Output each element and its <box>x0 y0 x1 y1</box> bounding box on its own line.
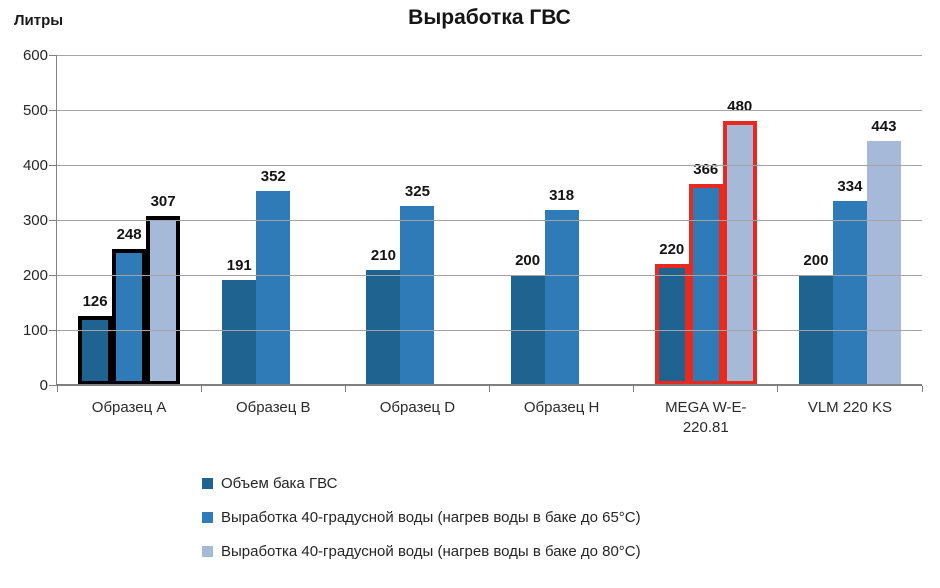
category-label: Образец D <box>379 399 456 416</box>
bar-slot: 318 <box>544 55 579 385</box>
legend-label: Объем бака ГВС <box>221 474 338 492</box>
bar-value-label: 191 <box>226 257 252 274</box>
bar-value-label: 352 <box>260 168 286 185</box>
gridline <box>57 164 922 166</box>
bar-value-label: 200 <box>515 252 541 269</box>
bar <box>366 270 401 385</box>
bar <box>688 184 723 385</box>
bar <box>722 121 757 385</box>
y-axis-tick-label: 600 <box>22 47 48 64</box>
y-axis-tick-label: 500 <box>22 102 48 119</box>
bar-slot: 352 <box>256 55 291 385</box>
x-axis-line <box>56 384 922 386</box>
y-axis-tick-labels: 0 100 200 300 400 500 600 <box>0 47 48 394</box>
x-axis-tick <box>633 386 635 392</box>
y-axis-tick <box>49 384 57 386</box>
legend-item: Выработка 40-градусной воды (нагрев воды… <box>202 508 641 526</box>
category-label: Образец A <box>91 399 167 416</box>
bar-value-label: 325 <box>404 183 430 200</box>
x-axis-category-labels: Образец A Образец B Образец D Образец H MEGA… <box>57 398 922 437</box>
legend-label: Выработка 40-градусной воды (нагрев воды… <box>221 508 641 526</box>
bar-slot: 126 <box>78 55 113 385</box>
legend-label: Выработка 40-градусной воды (нагрев воды… <box>221 542 641 560</box>
bar <box>222 280 257 385</box>
bar <box>400 206 435 385</box>
legend-swatch-icon <box>202 511 213 523</box>
plot-area: 126 248 307 191 352 210 325 200 318 220 366 480 200 3… <box>49 54 923 392</box>
y-axis-tick <box>49 109 57 111</box>
chart-title: Выработка ГВС <box>408 6 571 29</box>
bar-slot: 366 <box>688 55 723 385</box>
legend-swatch-icon <box>202 477 213 489</box>
bar-value-label: 318 <box>549 187 575 204</box>
bar-value-label: 220 <box>659 241 685 258</box>
bar-slot: 443 <box>866 55 901 385</box>
legend: Объем бака ГВС Выработка 40-градусной вод… <box>202 475 641 577</box>
bar-group: 191 352 <box>201 55 345 385</box>
bar-slot: 210 <box>366 55 401 385</box>
bar-group: 210 325 <box>345 55 489 385</box>
y-axis-tick-label: 200 <box>22 267 48 284</box>
bar-value-label: 307 <box>150 193 176 210</box>
x-axis-tick <box>200 386 202 392</box>
bar-value-label: 480 <box>727 98 753 115</box>
bar-slot: 307 <box>146 55 181 385</box>
bar-slot: 325 <box>400 55 435 385</box>
y-axis-tick <box>49 219 57 221</box>
category-label: MEGA W-E-220.81 <box>665 399 747 436</box>
bar-value-label: 210 <box>370 247 396 264</box>
bar-slot: 248 <box>112 55 147 385</box>
y-axis-tick-label: 400 <box>22 157 48 174</box>
bar-slot: 220 <box>654 55 689 385</box>
bar-slot: 191 <box>222 55 257 385</box>
legend-item: Выработка 40-градусной воды (нагрев воды… <box>202 542 641 560</box>
gridline <box>57 54 922 56</box>
bar <box>832 201 867 385</box>
x-axis-tick <box>344 386 346 392</box>
bar <box>112 249 147 385</box>
bar-value-label: 126 <box>82 293 108 310</box>
bar <box>654 264 689 385</box>
category-label: Образец H <box>523 399 600 416</box>
y-axis-tick <box>49 329 57 331</box>
bar <box>544 210 579 385</box>
bar-value-label: 248 <box>116 226 142 243</box>
gridline <box>57 109 922 111</box>
y-axis-tick-label: 300 <box>22 212 48 229</box>
gridline <box>57 329 922 331</box>
bar-value-label: 200 <box>803 252 829 269</box>
bar-value-label: 443 <box>871 118 897 135</box>
y-axis-tick-label: 0 <box>39 377 48 394</box>
x-axis-tick <box>777 386 779 392</box>
y-axis-title: Литры <box>14 12 64 29</box>
bar <box>78 316 113 385</box>
gridline <box>57 219 922 221</box>
legend-swatch-icon <box>202 545 213 557</box>
legend-item: Объем бака ГВС <box>202 474 641 492</box>
x-axis-tick <box>921 386 923 392</box>
category-label: Образец B <box>235 399 311 416</box>
x-axis-tick <box>489 386 490 392</box>
y-axis-tick <box>49 164 57 166</box>
bar <box>256 191 291 385</box>
gridline <box>57 274 922 276</box>
bar-group: 126 248 307 <box>57 55 201 385</box>
x-axis-tick <box>56 386 58 392</box>
y-axis-tick <box>49 54 57 56</box>
y-axis-tick-label: 100 <box>22 322 48 339</box>
bar <box>146 216 181 385</box>
bar <box>866 141 901 385</box>
bar-slot: 334 <box>832 55 867 385</box>
y-axis-tick <box>49 274 57 276</box>
bar-groups: 126 248 307 191 352 210 325 200 318 220 366 480 200 3… <box>57 55 922 385</box>
bar-value-label: 334 <box>837 178 863 195</box>
category-label: VLM 220 KS <box>807 399 893 416</box>
